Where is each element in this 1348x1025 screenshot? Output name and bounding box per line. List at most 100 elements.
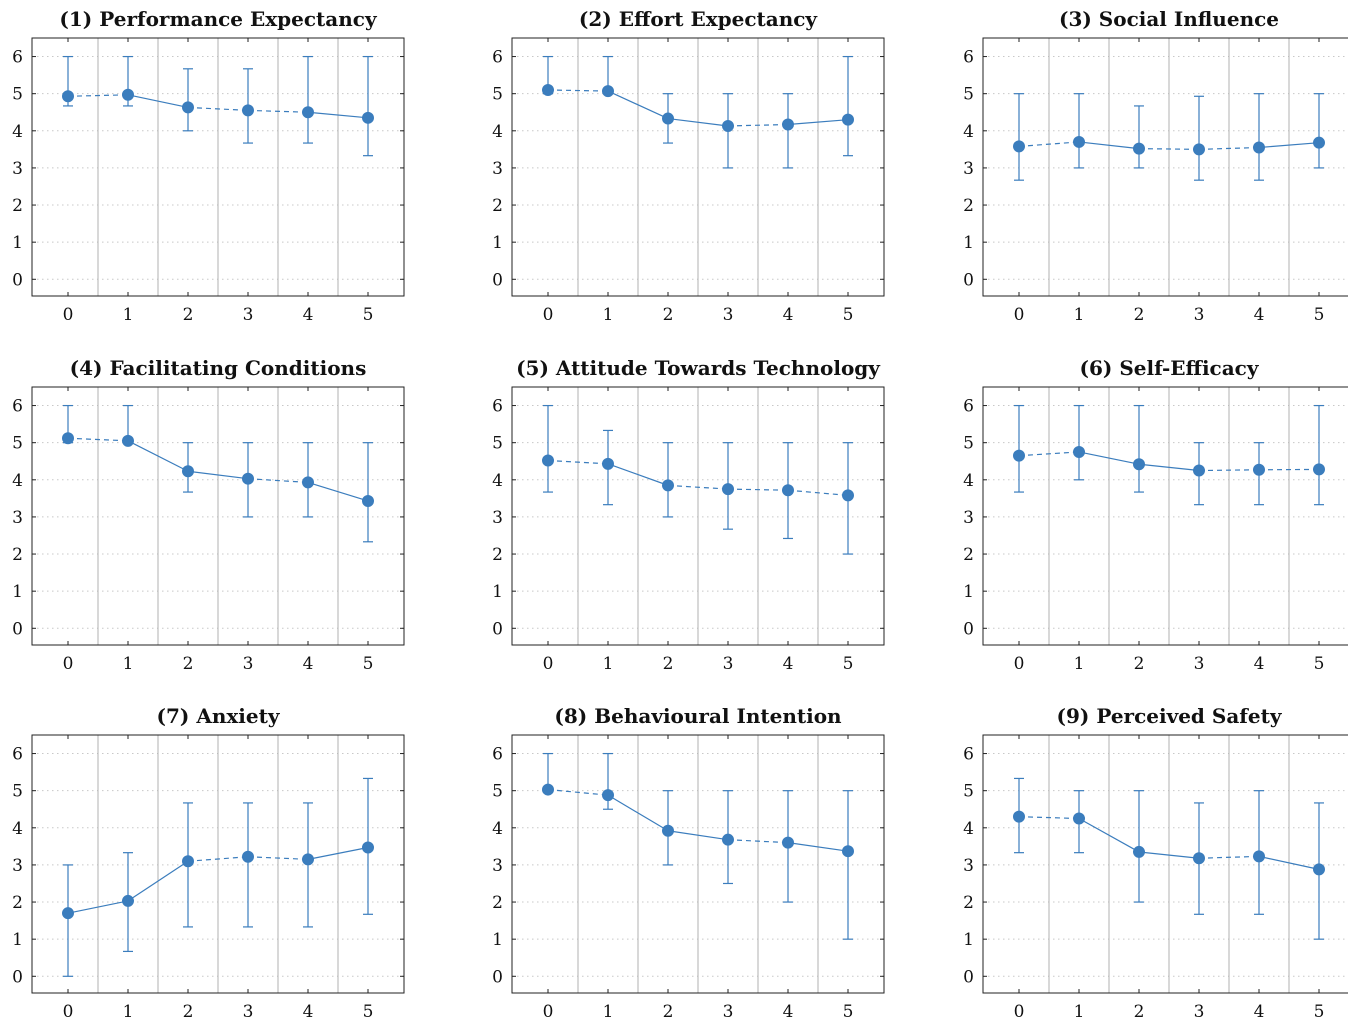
y-tick-label: 0 [12,619,23,639]
x-tick-label: 1 [123,305,134,325]
x-tick-label: 4 [1254,654,1265,674]
x-tick-label: 5 [1314,305,1325,325]
x-tick-label: 5 [1314,654,1325,674]
mean-point [63,91,74,102]
series-segment [728,124,788,125]
y-tick-label: 4 [963,122,974,142]
mean-point [663,825,674,836]
y-tick-label: 6 [12,397,23,417]
y-tick-label: 3 [963,508,974,528]
chart-title: (2) Effort Expectancy [579,7,819,31]
x-tick-label: 4 [783,305,794,325]
mean-point [183,856,194,867]
y-tick-label: 2 [12,545,23,565]
x-tick-label: 2 [1134,305,1145,325]
mean-point [363,495,374,506]
y-tick-label: 2 [12,196,23,216]
x-tick-label: 5 [363,305,374,325]
mean-point [183,102,194,113]
y-tick-label: 5 [12,782,23,802]
x-tick-label: 5 [843,654,854,674]
x-tick-label: 3 [243,305,254,325]
y-tick-label: 4 [12,471,23,491]
mean-point [1254,851,1265,862]
x-tick-label: 4 [303,654,314,674]
series-segment [728,489,788,490]
y-tick-label: 2 [12,893,23,913]
mean-point [363,842,374,853]
y-tick-label: 2 [963,893,974,913]
chart-title: (1) Performance Expectancy [59,7,378,31]
y-tick-label: 1 [492,233,503,253]
mean-point [1074,136,1085,147]
y-tick-label: 0 [963,967,974,987]
x-tick-label: 2 [1134,1002,1145,1021]
y-tick-label: 4 [12,122,23,142]
mean-point [303,107,314,118]
x-tick-label: 0 [543,654,554,674]
chart-title: (5) Attitude Towards Technology [516,356,881,380]
x-tick-label: 4 [783,1002,794,1021]
y-tick-label: 5 [492,782,503,802]
x-tick-label: 1 [603,305,614,325]
x-tick-label: 4 [303,305,314,325]
y-tick-label: 1 [492,582,503,602]
mean-point [1314,464,1325,475]
series-segment [1139,149,1199,150]
y-tick-label: 6 [492,745,503,765]
y-tick-label: 6 [12,745,23,765]
mean-point [243,851,254,862]
mean-point [1254,464,1265,475]
y-tick-label: 4 [12,819,23,839]
y-tick-label: 2 [963,545,974,565]
x-tick-label: 2 [663,1002,674,1021]
y-tick-label: 3 [12,159,23,179]
y-tick-label: 6 [963,397,974,417]
mean-point [603,86,614,97]
y-tick-label: 1 [12,582,23,602]
mean-point [243,105,254,116]
mean-point [1194,853,1205,864]
y-tick-label: 4 [492,819,503,839]
mean-point [243,473,254,484]
y-tick-label: 2 [492,545,503,565]
x-tick-label: 2 [1134,654,1145,674]
x-tick-label: 1 [1074,305,1085,325]
y-tick-label: 3 [492,856,503,876]
mean-point [1074,813,1085,824]
y-tick-label: 0 [492,619,503,639]
mean-point [303,854,314,865]
mean-point [723,834,734,845]
x-tick-label: 3 [243,1002,254,1021]
mean-point [1074,446,1085,457]
x-tick-label: 1 [603,1002,614,1021]
x-tick-label: 5 [363,654,374,674]
x-tick-label: 1 [123,1002,134,1021]
y-tick-label: 5 [492,434,503,454]
mean-point [783,119,794,130]
y-tick-label: 6 [492,48,503,68]
y-tick-label: 0 [492,967,503,987]
y-tick-label: 6 [963,745,974,765]
x-tick-label: 1 [1074,654,1085,674]
mean-point [603,458,614,469]
mean-point [363,112,374,123]
series-segment [68,95,128,96]
mean-point [1314,137,1325,148]
mean-point [1194,144,1205,155]
mean-point [603,790,614,801]
y-tick-label: 0 [963,270,974,290]
x-tick-label: 3 [723,305,734,325]
x-tick-label: 0 [63,305,74,325]
mean-point [543,455,554,466]
mean-point [63,433,74,444]
chart-title: (6) Self-Efficacy [1080,356,1260,380]
mean-point [1194,465,1205,476]
y-tick-label: 2 [492,893,503,913]
y-tick-label: 3 [963,856,974,876]
